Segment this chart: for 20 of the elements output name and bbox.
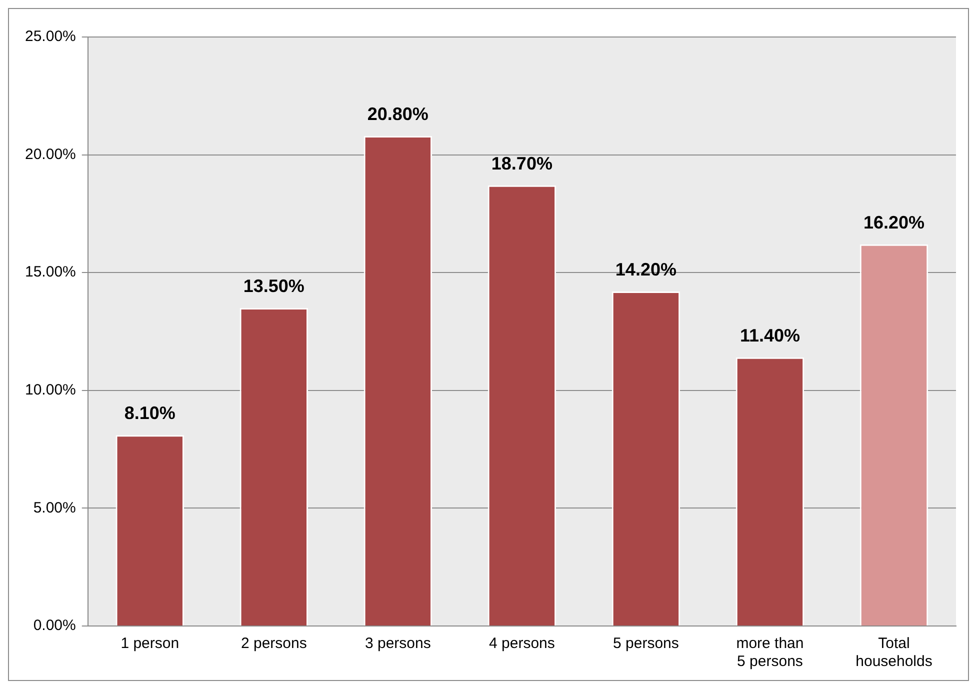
data-label: 8.10%: [124, 403, 176, 424]
y-tick-label: 10.00%: [25, 382, 76, 399]
y-tick-label: 20.00%: [25, 146, 76, 163]
data-label: 18.70%: [491, 153, 552, 174]
data-label: 14.20%: [615, 259, 676, 280]
y-tick-label: 15.00%: [25, 264, 76, 281]
x-tick-label: Total households: [856, 635, 932, 670]
x-tick-label: 4 persons: [489, 635, 555, 652]
data-label: 13.50%: [243, 276, 304, 296]
data-label: 16.20%: [863, 212, 925, 232]
x-tick-label: 1 person: [120, 635, 180, 652]
y-tick-label: 25.00%: [25, 28, 76, 46]
y-tick-label: 0.00%: [33, 617, 76, 634]
y-tick-label: 5.00%: [33, 499, 76, 516]
x-tick-label: 3 persons: [364, 635, 431, 652]
data-label: 11.40%: [740, 325, 800, 346]
x-tick-label: 5 persons: [613, 635, 679, 652]
data-label: 20.80%: [367, 104, 428, 124]
x-tick-label: more than 5 persons: [736, 635, 804, 670]
x-tick-label: 2 persons: [240, 635, 307, 652]
